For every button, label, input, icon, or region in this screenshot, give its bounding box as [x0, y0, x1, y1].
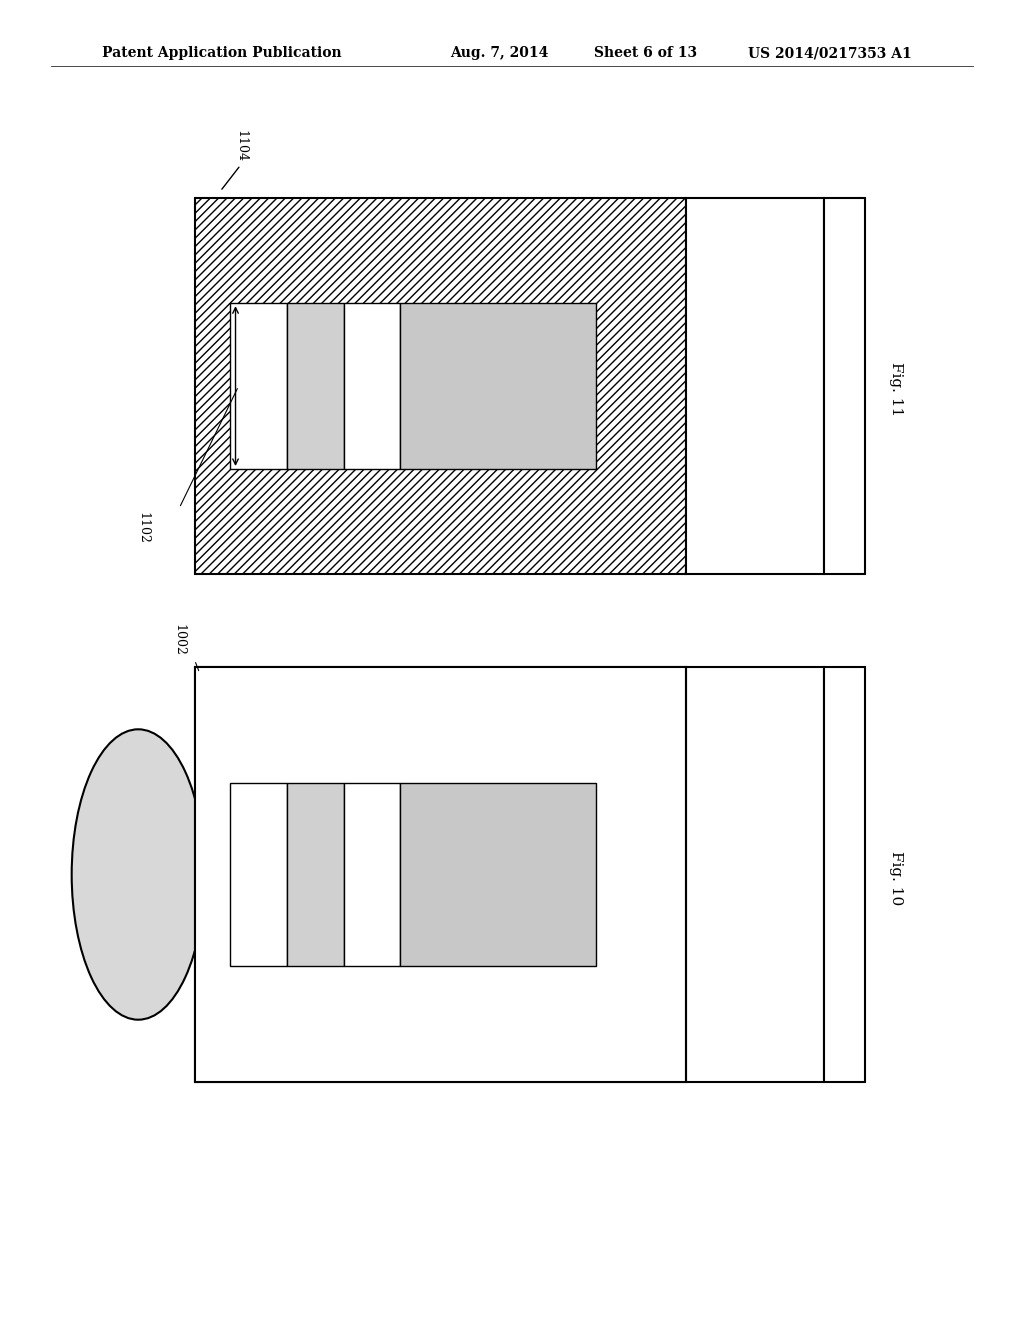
Bar	[344, 783, 400, 966]
Bar	[400, 783, 596, 966]
Text: 1104: 1104	[234, 131, 247, 162]
Bar	[287, 304, 344, 469]
Bar	[195, 667, 686, 1082]
Bar	[287, 783, 344, 966]
Text: 1002: 1002	[173, 624, 185, 656]
Text: US 2014/0217353 A1: US 2014/0217353 A1	[748, 46, 911, 61]
Bar	[230, 783, 287, 966]
Text: Fig. 11: Fig. 11	[889, 362, 903, 417]
Bar	[230, 304, 287, 469]
Bar	[400, 304, 596, 469]
Bar	[824, 667, 865, 1082]
Bar	[824, 198, 865, 574]
Bar	[686, 198, 824, 574]
Text: Sheet 6 of 13: Sheet 6 of 13	[594, 46, 697, 61]
Bar	[686, 667, 824, 1082]
Bar	[195, 667, 686, 1082]
Text: 1102: 1102	[137, 512, 150, 544]
Ellipse shape	[72, 729, 205, 1019]
Text: Aug. 7, 2014: Aug. 7, 2014	[451, 46, 549, 61]
Text: Patent Application Publication: Patent Application Publication	[102, 46, 342, 61]
Text: Fig. 10: Fig. 10	[889, 850, 903, 906]
Bar	[195, 667, 686, 1082]
Bar	[344, 304, 400, 469]
Bar	[195, 198, 686, 574]
